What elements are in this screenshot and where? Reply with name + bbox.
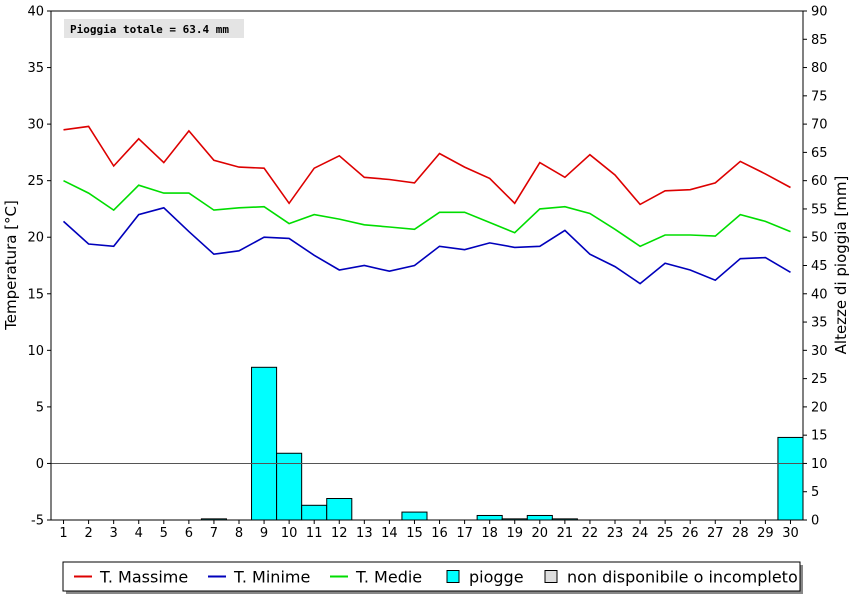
x-tick-label: 29	[757, 526, 774, 541]
y-right-tick-label: 0	[811, 514, 819, 529]
y-left-tick-label: -5	[31, 514, 44, 529]
y-left-tick-label: 40	[27, 5, 44, 20]
y-right-tick-label: 75	[811, 89, 828, 104]
x-tick-label: 20	[532, 526, 549, 541]
y-right-tick-label: 5	[811, 485, 819, 500]
y-right-tick-label: 15	[811, 429, 828, 444]
annotation-text: Pioggia totale = 63.4 mm	[70, 23, 229, 36]
y-left-tick-label: 15	[27, 287, 44, 302]
x-tick-label: 11	[306, 526, 323, 541]
annotation-box	[64, 19, 244, 38]
legend-swatch-box	[446, 570, 460, 583]
y-right-tick-label: 60	[811, 174, 828, 189]
x-tick-label: 6	[185, 526, 193, 541]
rain-bar	[777, 436, 804, 521]
x-tick-label: 9	[260, 526, 268, 541]
x-tick-label: 3	[110, 526, 118, 541]
legend-label: T. Minime	[233, 568, 310, 587]
rain-bar	[326, 498, 353, 521]
series-line-t-minime	[62, 206, 791, 285]
x-tick-label: 28	[732, 526, 749, 541]
y-right-tick-label: 70	[811, 118, 828, 133]
rain-bar	[476, 514, 503, 521]
y-axis-left-title: Temperatura [°C]	[2, 200, 20, 331]
x-tick-label: 24	[632, 526, 649, 541]
y-right-tick-label: 55	[811, 202, 828, 217]
y-right-tick-label: 10	[811, 457, 828, 472]
y-left-tick-label: 25	[27, 174, 44, 189]
y-right-tick-label: 35	[811, 316, 828, 331]
y-right-tick-label: 65	[811, 146, 828, 161]
x-tick-label: 2	[84, 526, 92, 541]
y-left-tick-label: 30	[27, 118, 44, 133]
x-tick-label: 18	[481, 526, 498, 541]
x-tick-label: 23	[607, 526, 624, 541]
y-right-tick-label: 90	[811, 5, 828, 20]
x-tick-label: 25	[657, 526, 674, 541]
x-tick-label: 5	[160, 526, 168, 541]
x-tick-label: 1	[59, 526, 67, 541]
x-tick-label: 19	[506, 526, 523, 541]
legend-label: T. Medie	[355, 568, 422, 587]
legend-swatch-box	[544, 570, 558, 583]
x-tick-label: 8	[235, 526, 243, 541]
y-right-tick-label: 25	[811, 372, 828, 387]
plot-frame	[50, 10, 804, 521]
legend-label: T. Massime	[99, 568, 188, 587]
x-tick-label: 14	[381, 526, 398, 541]
y-right-tick-label: 85	[811, 33, 828, 48]
y-left-tick-label: 10	[27, 344, 44, 359]
y-left-tick-label: 20	[27, 231, 44, 246]
x-tick-label: 16	[431, 526, 448, 541]
x-tick-label: 17	[456, 526, 473, 541]
y-left-tick-label: 35	[27, 61, 44, 76]
series-line-t-medie	[63, 179, 791, 248]
rain-bar	[526, 514, 553, 521]
y-right-tick-label: 45	[811, 259, 828, 274]
y-right-tick-label: 50	[811, 231, 828, 246]
rain-bar	[251, 366, 278, 521]
x-tick-label: 27	[707, 526, 724, 541]
x-tick-label: 10	[281, 526, 298, 541]
rain-bar	[301, 504, 328, 521]
legend-label: piogge	[469, 568, 524, 587]
x-tick-label: 30	[782, 526, 799, 541]
y-right-tick-label: 20	[811, 400, 828, 415]
y-left-tick-label: 5	[36, 400, 44, 415]
x-tick-label: 4	[135, 526, 143, 541]
x-tick-label: 21	[557, 526, 574, 541]
x-tick-label: 12	[331, 526, 348, 541]
y-axis-right-title: Altezze di pioggia [mm]	[832, 176, 850, 355]
rain-bar	[401, 511, 428, 521]
x-tick-label: 26	[682, 526, 699, 541]
x-tick-label: 13	[356, 526, 373, 541]
y-right-tick-label: 30	[811, 344, 828, 359]
legend-box	[62, 561, 801, 592]
y-left-tick-label: 0	[36, 457, 44, 472]
x-tick-label: 22	[582, 526, 599, 541]
y-right-tick-label: 40	[811, 287, 828, 302]
rain-bar	[276, 452, 303, 521]
x-tick-label: 7	[210, 526, 218, 541]
series-line-t-massime	[63, 125, 791, 206]
x-tick-label: 15	[406, 526, 423, 541]
y-right-tick-label: 80	[811, 61, 828, 76]
legend-label: non disponibile o incompleto	[567, 568, 798, 587]
